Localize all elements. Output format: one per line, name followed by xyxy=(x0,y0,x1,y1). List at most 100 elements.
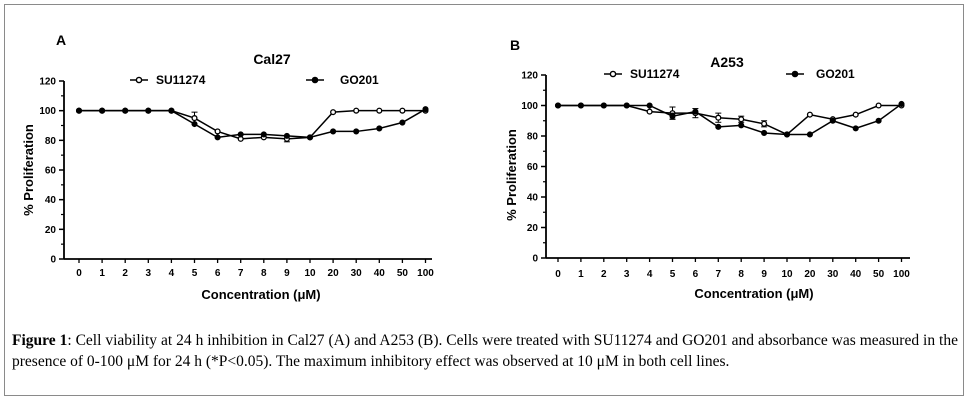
panel-b-y-axis-title: % Proliferation xyxy=(504,129,519,221)
series-go201-point xyxy=(738,122,745,129)
series-go201-point xyxy=(898,100,905,108)
caption-text: : Cell viability at 24 h inhibition in C… xyxy=(12,332,958,370)
legend-su11274-label: SU11274 xyxy=(156,73,206,87)
series-su11274-point xyxy=(214,128,221,135)
x-tick-label: 40 xyxy=(374,268,386,279)
x-tick-label: 100 xyxy=(417,268,434,279)
x-tick-label: 7 xyxy=(716,269,722,280)
series-go201-point xyxy=(806,131,813,138)
series-go201-point xyxy=(422,106,429,113)
series-go201-point xyxy=(783,131,791,138)
series-su11274-point xyxy=(761,120,768,127)
series-go201-point xyxy=(761,129,768,137)
series-go201-point xyxy=(623,102,630,109)
series-su11274-line xyxy=(558,104,902,136)
series-go201-point xyxy=(852,125,859,132)
x-tick-label: 100 xyxy=(893,269,910,280)
series-su11274-point xyxy=(738,116,745,123)
series-go201-point xyxy=(577,102,584,109)
series-go201-point xyxy=(145,107,152,114)
y-tick-label: 20 xyxy=(45,225,57,236)
x-tick-label: 9 xyxy=(284,268,290,279)
legend-go201-marker xyxy=(311,76,319,84)
x-tick-label: 2 xyxy=(122,268,128,279)
y-tick-label: 40 xyxy=(45,195,57,206)
x-tick-label: 1 xyxy=(99,268,105,279)
x-tick-label: 6 xyxy=(693,269,699,280)
x-tick-label: 5 xyxy=(192,268,198,279)
series-su11274-point xyxy=(353,107,360,114)
x-tick-label: 8 xyxy=(261,268,267,279)
legend-go201-label: GO201 xyxy=(340,73,379,87)
panel-a: A Cal27 SU11274 GO201 Concentration (μM)… xyxy=(21,32,434,302)
y-tick-label: 100 xyxy=(521,101,538,112)
figure-caption: Figure 1: Cell viability at 24 h inhibit… xyxy=(12,330,958,372)
series-go201-point xyxy=(875,117,882,124)
y-tick-label: 120 xyxy=(39,77,56,88)
series-go201-point xyxy=(122,107,129,114)
series-go201-point xyxy=(168,107,175,114)
series-go201-point xyxy=(330,128,337,135)
panel-a-x-axis-title: Concentration (μM) xyxy=(201,287,320,302)
series-go201-point xyxy=(399,119,406,126)
panel-b: B A253 SU11274 GO201 Concentration (μM) … xyxy=(504,37,910,301)
x-tick-label: 7 xyxy=(238,268,244,279)
series-go201-point xyxy=(260,131,267,138)
x-tick-label: 4 xyxy=(169,268,175,279)
series-go201-point xyxy=(376,125,383,132)
x-tick-label: 10 xyxy=(304,268,316,279)
series-go201-point xyxy=(692,108,699,115)
legend-go201-marker xyxy=(791,70,799,78)
panel-a-plot: 0 20 40 60 80 100 120 0 1 2 3 4 5 6 7 8 9 10 20 30 40 50 100 xyxy=(39,77,434,280)
legend-go201-label: GO201 xyxy=(816,67,855,81)
x-tick-label: 9 xyxy=(761,269,767,280)
y-tick-label: 20 xyxy=(527,223,539,234)
series-go201-point xyxy=(554,102,562,109)
series-su11274-point xyxy=(875,102,882,109)
x-tick-label: 3 xyxy=(146,268,152,279)
x-tick-label: 6 xyxy=(215,268,221,279)
panel-a-title: Cal27 xyxy=(253,51,291,67)
series-su11274-point xyxy=(715,114,722,121)
series-go201-point xyxy=(715,123,722,130)
panel-a-y-axis-title: % Proliferation xyxy=(21,124,36,216)
panel-a-legend: SU11274 GO201 xyxy=(130,73,379,87)
series-su11274-point xyxy=(330,109,337,116)
series-go201-point xyxy=(283,132,290,139)
panel-b-x-axis-title: Concentration (μM) xyxy=(694,286,813,301)
x-tick-label: 4 xyxy=(647,269,653,280)
panel-b-legend: SU11274 GO201 xyxy=(604,67,855,81)
x-tick-label: 3 xyxy=(624,269,630,280)
x-tick-label: 50 xyxy=(873,269,885,280)
caption-label: Figure 1 xyxy=(12,332,68,349)
series-go201-point xyxy=(646,102,653,109)
panel-b-label: B xyxy=(510,37,520,53)
series-su11274-point xyxy=(191,115,198,122)
series-su11274-point xyxy=(806,111,813,118)
x-tick-label: 0 xyxy=(555,269,561,280)
y-tick-label: 60 xyxy=(45,166,57,177)
y-tick-label: 0 xyxy=(50,255,56,266)
series-go201-point xyxy=(669,113,676,120)
x-tick-label: 8 xyxy=(738,269,744,280)
x-tick-label: 5 xyxy=(670,269,676,280)
y-tick-label: 80 xyxy=(527,132,539,143)
series-go201-line xyxy=(558,103,902,136)
figure-frame xyxy=(4,4,964,396)
series-go201-point xyxy=(600,102,607,109)
x-tick-label: 0 xyxy=(76,268,82,279)
series-go201-point xyxy=(237,131,244,138)
panel-b-plot: 0 20 40 60 80 100 120 0 1 2 3 4 5 6 7 8 9 10 20 30 40 50 100 xyxy=(521,71,910,281)
y-tick-label: 80 xyxy=(45,136,57,147)
x-tick-label: 2 xyxy=(601,269,607,280)
series-go201-point xyxy=(353,128,360,135)
x-tick-label: 10 xyxy=(781,269,793,280)
legend-su11274-marker xyxy=(609,70,617,78)
y-tick-label: 120 xyxy=(521,71,538,82)
series-go201-point xyxy=(306,134,314,141)
y-tick-label: 100 xyxy=(39,106,56,117)
series-go201-point xyxy=(214,134,221,141)
series-su11274-point xyxy=(852,111,859,118)
x-tick-label: 20 xyxy=(804,269,816,280)
series-go201-line xyxy=(79,108,426,139)
